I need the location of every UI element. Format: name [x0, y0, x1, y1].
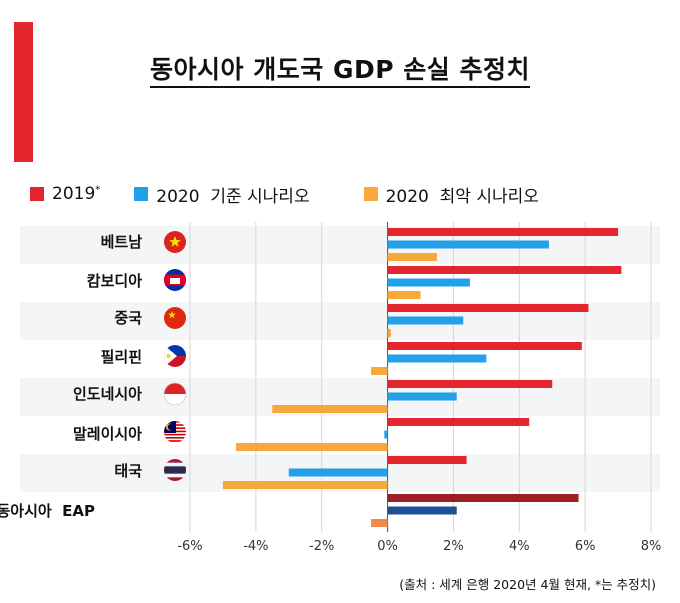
x-tick-label: 8% — [641, 539, 662, 554]
bar — [236, 443, 388, 451]
bar — [222, 481, 388, 489]
category-label: 필리핀 — [101, 348, 142, 366]
malaysia-flag-icon — [164, 421, 186, 442]
legend-item-2019: 2019* — [30, 184, 100, 204]
thailand-flag-icon — [164, 459, 186, 481]
bar — [387, 456, 467, 464]
china-flag-icon — [164, 307, 186, 329]
x-tick-label: -4% — [243, 539, 268, 554]
bar — [387, 304, 589, 312]
bar — [384, 430, 388, 439]
bar — [387, 418, 530, 426]
bar — [387, 380, 553, 388]
eap-label-box — [20, 496, 168, 524]
bar — [387, 354, 487, 363]
chart-title: 동아시아 개도국 GDP 손실 추정치 — [0, 50, 680, 88]
bar — [387, 342, 582, 350]
bar — [371, 367, 388, 375]
legend-item-worst: 2020 최악 시나리오 — [363, 182, 539, 207]
bar — [387, 392, 457, 401]
x-tick-label: 6% — [575, 539, 596, 554]
category-label: 베트남 — [101, 233, 143, 251]
legend-label-2019: 2019* — [52, 184, 101, 204]
cambodia-flag-icon — [164, 269, 186, 291]
vietnam-flag-icon — [164, 231, 186, 253]
legend-swatch-red — [30, 187, 44, 201]
bar — [387, 494, 579, 502]
category-label: 인도네시아 — [73, 385, 142, 403]
category-label: 태국 — [114, 462, 142, 480]
bar — [387, 240, 549, 249]
category-label: 캄보디아 — [87, 272, 142, 290]
x-tick-label: 2% — [443, 539, 464, 554]
bar — [272, 405, 388, 413]
category-label: 말레이시아 — [73, 425, 142, 443]
source-note: (출처 : 세계 은행 2020년 4월 현재, *는 추정치) — [399, 577, 656, 592]
bar — [387, 506, 457, 515]
bar — [387, 253, 437, 261]
bar — [387, 329, 391, 337]
philippines-flag-icon — [164, 345, 186, 367]
legend-item-base: 2020 기준 시나리오 — [134, 182, 310, 207]
legend-label-base: 2020 기준 시나리오 — [156, 186, 310, 207]
x-tick-label: -2% — [309, 539, 334, 554]
category-label: 동아시아 EAP — [0, 502, 95, 520]
legend: 2019* 2020 기준 시나리오 2020 최악 시나리오 — [30, 180, 573, 208]
bar — [387, 278, 470, 287]
x-tick-label: 0% — [377, 539, 398, 554]
indonesia-flag-icon — [163, 382, 187, 406]
legend-swatch-orange — [363, 187, 378, 201]
bar — [288, 468, 388, 477]
x-tick-label: 4% — [509, 539, 530, 554]
bar — [371, 519, 388, 527]
x-tick-label: -6% — [177, 539, 202, 554]
legend-swatch-blue — [134, 187, 149, 201]
bar — [387, 228, 619, 236]
category-label: 중국 — [114, 309, 142, 327]
legend-label-worst: 2020 최악 시나리오 — [385, 186, 539, 207]
bar — [387, 316, 464, 325]
bar — [387, 266, 622, 274]
accent-bar — [14, 22, 33, 162]
bar — [387, 291, 421, 299]
